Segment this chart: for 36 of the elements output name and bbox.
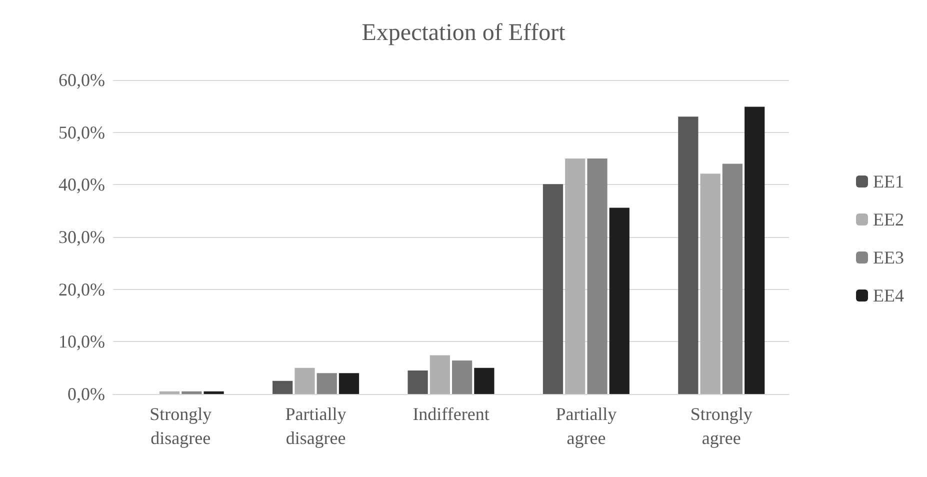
bar (542, 184, 564, 394)
bar (474, 368, 494, 394)
x-tick-label: Partially disagree (285, 404, 346, 448)
bar (609, 208, 630, 394)
y-tick-label: 10,0% (58, 332, 105, 352)
y-tick-label: 20,0% (58, 279, 105, 300)
legend-label: EE2 (873, 210, 904, 230)
bar (700, 174, 720, 394)
bar (316, 373, 337, 394)
x-tick-label: Strongly disagree (150, 404, 212, 448)
y-tick-label: 40,0% (58, 174, 105, 195)
bar (565, 158, 586, 394)
x-tick-label: Partially agree (556, 404, 617, 448)
bar (678, 116, 698, 394)
bar (744, 106, 765, 394)
chart-title: Expectation of Effort (362, 20, 566, 46)
legend-label: EE4 (873, 286, 904, 306)
bar (204, 391, 224, 394)
y-tick-label: 0,0% (68, 384, 105, 404)
legend-label: EE3 (873, 248, 904, 268)
bar (722, 164, 743, 394)
x-tick-label: Indifferent (412, 404, 490, 424)
bar (338, 373, 360, 394)
bar (272, 380, 293, 394)
bar (159, 391, 180, 394)
x-tick-label: Strongly agree (690, 404, 752, 448)
bar (182, 391, 202, 394)
bar (452, 360, 472, 394)
bar (587, 158, 608, 394)
bar (430, 355, 450, 394)
y-tick-label: 50,0% (58, 122, 105, 142)
y-tick-label: 60,0% (58, 70, 105, 90)
bar (408, 370, 428, 394)
bar (294, 368, 315, 394)
legend-label: EE1 (873, 172, 904, 192)
y-tick-label: 30,0% (58, 227, 105, 247)
